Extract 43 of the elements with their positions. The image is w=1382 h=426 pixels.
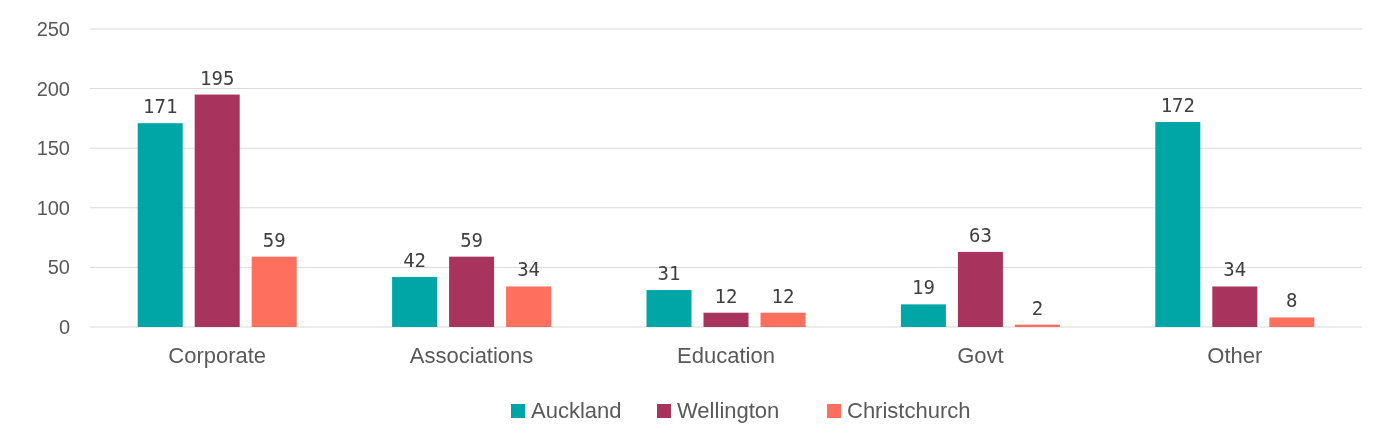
data-label: 171 — [143, 95, 178, 118]
data-label: 2 — [1031, 296, 1044, 319]
bar — [900, 304, 946, 327]
data-label: 59 — [460, 228, 484, 251]
y-tick-label: 250 — [36, 18, 70, 40]
bar — [646, 290, 692, 327]
data-label: 63 — [968, 223, 992, 246]
bar — [251, 256, 297, 327]
y-tick-label: 50 — [47, 256, 70, 279]
bar — [1212, 286, 1258, 327]
x-tick-label: Associations — [409, 343, 534, 368]
bar — [506, 286, 552, 327]
x-tick-label: Education — [677, 343, 775, 368]
bar — [703, 312, 749, 327]
x-tick-label: Govt — [957, 343, 1004, 368]
data-label: 34 — [517, 258, 541, 281]
y-tick-label: 150 — [36, 137, 70, 160]
data-label: 12 — [771, 284, 795, 307]
bar — [194, 94, 240, 327]
x-tick-label: Other — [1207, 343, 1263, 368]
data-label: 42 — [403, 248, 427, 271]
x-tick-label: Corporate — [168, 343, 267, 368]
bar — [392, 276, 438, 327]
data-label: 19 — [911, 276, 935, 299]
y-tick-label: 200 — [36, 77, 70, 100]
bar — [137, 123, 183, 327]
data-label: 12 — [714, 284, 738, 307]
data-label: 8 — [1286, 289, 1298, 312]
data-label: 34 — [1223, 258, 1247, 281]
bar — [1155, 121, 1201, 327]
data-label: 172 — [1160, 93, 1195, 116]
bar — [449, 256, 495, 327]
bar — [1269, 317, 1315, 327]
bar — [760, 312, 806, 327]
legend-label: Christchurch — [847, 398, 971, 423]
bar — [957, 251, 1003, 327]
legend-label: Wellington — [677, 398, 780, 423]
y-tick-label: 0 — [58, 316, 70, 338]
legend-label: Auckland — [531, 398, 622, 423]
data-label: 195 — [200, 66, 235, 89]
data-label: 59 — [262, 228, 286, 251]
y-tick-label: 100 — [36, 196, 70, 219]
data-label: 31 — [657, 262, 681, 285]
